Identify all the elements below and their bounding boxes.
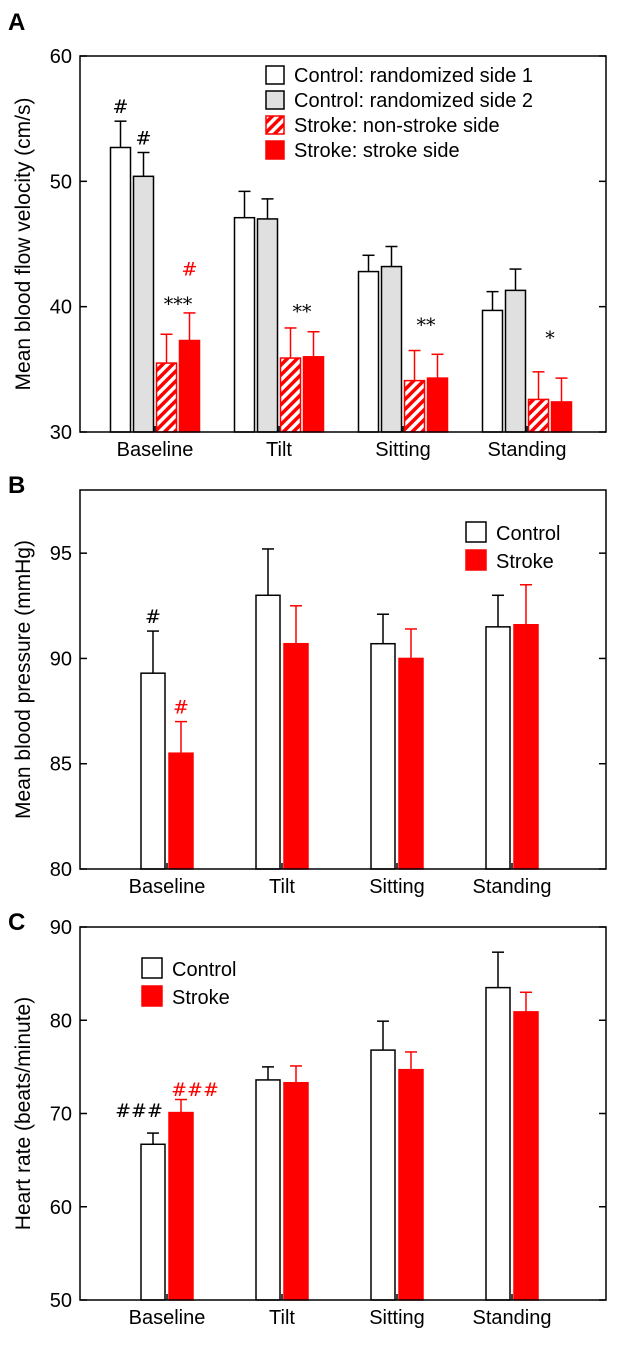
bar <box>485 626 511 870</box>
bar <box>504 289 527 433</box>
x-tick-label: Tilt <box>266 439 292 461</box>
legend-label: Control <box>172 959 236 981</box>
legend-swatch <box>265 115 285 135</box>
significance-annotation: ### <box>115 1100 163 1122</box>
y-axis-label: Mean blood flow velocity (cm/s) <box>12 98 35 391</box>
significance-annotation: # <box>182 258 198 280</box>
bar <box>283 1081 309 1301</box>
chart-panel-c: C 50 60 70 80 90 Baseline Tilt Sitting Standing He… <box>8 909 607 1329</box>
bar <box>283 642 309 870</box>
x-tick-label: Sitting <box>369 1307 425 1329</box>
x-tick-label: Baseline <box>129 1307 206 1329</box>
significance-annotation: ** <box>417 315 437 337</box>
significance-annotation: # <box>113 96 129 118</box>
y-tick-label: 70 <box>50 1104 72 1126</box>
bar <box>398 1068 424 1301</box>
y-tick-label: 50 <box>50 1290 72 1312</box>
bar <box>550 401 573 433</box>
y-tick-label: 80 <box>50 859 72 881</box>
plot-frame <box>79 55 607 433</box>
x-tick-label: Standing <box>488 439 567 461</box>
bar <box>481 309 504 433</box>
legend-label: Stroke: stroke side <box>294 140 460 162</box>
significance-annotation: # <box>173 697 189 719</box>
y-tick-label: 50 <box>50 171 72 193</box>
significance-annotation: # <box>145 606 161 628</box>
x-tick-label: Baseline <box>129 876 206 898</box>
chart-panel-a: A 30 40 50 60 Baseline Tilt Sitting Standing Mean… <box>8 9 607 461</box>
legend-swatch <box>141 957 163 979</box>
y-tick-label: 40 <box>50 297 72 319</box>
y-axis-label: Heart rate (beats/minute) <box>12 997 35 1230</box>
y-tick-label: 60 <box>50 1197 72 1219</box>
significance-annotation: ** <box>293 301 313 323</box>
y-tick-label: 90 <box>50 917 72 939</box>
significance-annotation: *** <box>164 293 193 315</box>
bar <box>155 362 178 433</box>
bar <box>426 377 449 433</box>
bar <box>178 339 201 433</box>
bar <box>233 216 256 433</box>
y-tick-label: 90 <box>50 648 72 670</box>
legend-label: Control: randomized side 2 <box>294 90 533 112</box>
bar <box>513 1011 539 1301</box>
plot-frame <box>79 489 607 870</box>
bar <box>255 1079 281 1301</box>
panel-label: A <box>8 9 25 36</box>
legend-swatch <box>465 521 487 543</box>
y-tick-label: 60 <box>50 46 72 68</box>
bar <box>370 642 396 870</box>
legend-swatch <box>465 549 487 571</box>
bar <box>140 672 166 870</box>
legend-label: Stroke <box>496 551 554 573</box>
bar <box>279 357 302 433</box>
legend-swatch <box>265 90 285 110</box>
y-axis-label: Mean blood pressure (mmHg) <box>12 540 35 819</box>
bar <box>398 657 424 870</box>
x-tick-label: Tilt <box>269 1307 295 1329</box>
significance-annotation: # <box>136 128 152 150</box>
x-tick-label: Sitting <box>375 439 431 461</box>
legend-swatch <box>265 140 285 160</box>
bar <box>132 175 155 433</box>
bar <box>357 270 380 433</box>
legend-swatch <box>265 65 285 85</box>
x-tick-label: Baseline <box>117 439 194 461</box>
legend-label: Control: randomized side 1 <box>294 65 533 87</box>
panel-label: B <box>8 472 25 499</box>
bar <box>380 265 403 433</box>
bar <box>140 1143 166 1301</box>
x-tick-label: Standing <box>473 876 552 898</box>
bar <box>256 218 279 433</box>
x-tick-label: Tilt <box>269 876 295 898</box>
bar <box>302 356 325 433</box>
bar <box>403 379 426 433</box>
bar <box>513 624 539 870</box>
chart-panel-b: B 80 85 90 95 Baseline Tilt Sitting Standing Mean… <box>8 472 607 898</box>
legend-label: Stroke <box>172 987 230 1009</box>
y-tick-label: 95 <box>50 543 72 565</box>
bar <box>168 752 194 870</box>
y-tick-label: 85 <box>50 754 72 776</box>
legend-swatch <box>141 985 163 1007</box>
bar <box>168 1111 194 1301</box>
significance-annotation: * <box>545 327 555 349</box>
bar <box>485 986 511 1301</box>
x-tick-label: Standing <box>473 1307 552 1329</box>
panel-label: C <box>8 909 25 936</box>
y-tick-label: 80 <box>50 1010 72 1032</box>
significance-annotation: ### <box>171 1079 219 1101</box>
bar <box>527 398 550 433</box>
bar <box>255 594 281 870</box>
legend-label: Control <box>496 523 560 545</box>
bar <box>370 1049 396 1301</box>
legend-label: Stroke: non-stroke side <box>294 115 500 137</box>
x-tick-label: Sitting <box>369 876 425 898</box>
bar <box>109 146 132 433</box>
y-tick-label: 30 <box>50 422 72 444</box>
